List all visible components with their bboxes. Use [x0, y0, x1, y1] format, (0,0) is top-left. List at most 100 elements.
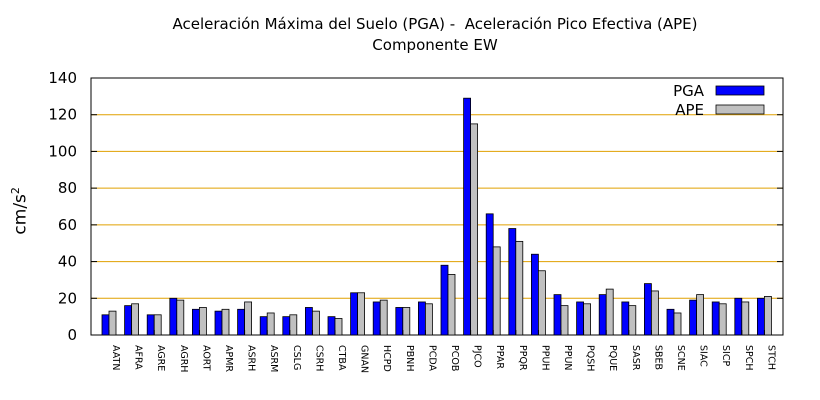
bar-pga	[598, 294, 607, 336]
bar-pga	[711, 301, 720, 336]
x-tick-label: GNAN	[359, 345, 370, 373]
x-tick-label: PCDA	[426, 345, 437, 372]
x-tick-label: PQUE	[607, 345, 618, 371]
bar-pga	[463, 97, 472, 336]
x-tick-label: HCPD	[381, 345, 392, 372]
bar-pga	[124, 305, 132, 336]
bar-pga	[282, 316, 291, 336]
bar-pga	[237, 308, 246, 336]
bar-pga	[666, 308, 675, 336]
x-tick-label: ASRH	[246, 345, 257, 371]
x-tick-label: CSRH	[313, 345, 324, 371]
x-tick-label: ASRM	[268, 345, 279, 372]
bar-pga	[259, 316, 268, 336]
bar-ape	[357, 292, 366, 336]
x-tick-label: STCH	[765, 345, 776, 370]
bar-ape	[628, 305, 637, 336]
bar-pga	[191, 308, 200, 336]
bar-pga	[372, 301, 381, 336]
y-tick-label: 80	[58, 179, 77, 197]
bar-ape	[696, 294, 704, 336]
x-tick-label: SPCH	[743, 345, 754, 371]
bar-ape	[108, 310, 117, 336]
x-tick-label: PPUN	[562, 345, 573, 371]
x-tick-label: AATN	[110, 345, 121, 370]
bar-pga	[101, 314, 110, 336]
bar-ape	[266, 312, 275, 336]
legend-label-pga: PGA	[673, 82, 705, 100]
bar-ape	[651, 290, 659, 336]
bar-ape	[764, 296, 772, 336]
bar-ape	[311, 310, 320, 336]
bar-ape	[402, 307, 411, 336]
plot-frame	[90, 77, 784, 336]
x-tick-label: AGRH	[178, 345, 189, 372]
y-tick-label: 120	[48, 106, 77, 124]
x-tick-label: PPAR	[494, 345, 505, 369]
bar-pga	[214, 310, 223, 336]
bar-ape	[741, 301, 750, 336]
bar-ape	[153, 314, 162, 336]
chart-subtitle: Componente EW	[372, 36, 498, 54]
bar-ape	[198, 307, 207, 336]
bar-ape	[176, 299, 185, 336]
bar-pga	[304, 307, 313, 336]
x-tick-label: PQSH	[585, 345, 596, 371]
x-tick-label: SCNE	[675, 345, 686, 371]
bar-pga	[757, 297, 765, 336]
y-tick-label: 40	[58, 253, 77, 271]
bar-ape	[538, 270, 546, 336]
bar-pga	[485, 213, 494, 336]
bar-pga	[508, 228, 517, 336]
bar-ape	[673, 312, 682, 336]
bar-pga	[734, 297, 743, 336]
x-tick-label: SASR	[630, 345, 641, 371]
x-tick-label: CSLG	[291, 345, 302, 370]
x-tick-label: SIAC	[698, 345, 709, 367]
bar-ape	[334, 318, 343, 336]
bar-pga	[146, 314, 155, 336]
chart-title: Aceleración Máxima del Suelo (PGA) - Ace…	[172, 15, 698, 33]
legend-label-ape: APE	[675, 101, 704, 119]
y-tick-label: 20	[58, 289, 77, 307]
bar-ape	[379, 299, 388, 336]
y-tick-label: 140	[48, 69, 77, 87]
bar-ape	[492, 246, 501, 336]
x-tick-label: PPQR	[517, 345, 528, 371]
bar-ape	[470, 123, 479, 336]
bar-pga	[553, 294, 562, 336]
x-tick-label: PCOB	[449, 345, 460, 371]
bar-ape	[244, 301, 253, 336]
legend-swatch-ape	[715, 104, 765, 115]
bar-ape	[447, 274, 456, 336]
bar-pga	[169, 297, 178, 336]
x-tick-label: SICP	[720, 345, 731, 366]
y-tick-label: 0	[67, 326, 77, 344]
bar-ape	[131, 303, 140, 336]
bar-pga	[621, 301, 630, 336]
x-tick-label: APMR	[223, 345, 234, 372]
bar-ape	[221, 308, 230, 336]
bar-pga	[531, 253, 539, 336]
bar-ape	[583, 303, 591, 336]
x-tick-label: AORT	[200, 345, 211, 371]
legend-swatch-pga	[715, 85, 765, 96]
y-tick-label: 60	[58, 216, 77, 234]
bar-pga	[327, 316, 336, 336]
x-tick-label: AGRE	[155, 345, 166, 371]
bar-pga	[644, 283, 652, 336]
x-tick-label: SBEB	[652, 345, 663, 370]
bar-pga	[576, 301, 584, 336]
x-tick-label: CTBA	[336, 345, 347, 371]
bar-ape	[424, 303, 433, 336]
x-tick-label: PBNH	[404, 345, 415, 372]
bar-pga	[417, 301, 426, 336]
bar-pga	[350, 292, 359, 336]
bar-ape	[718, 303, 727, 336]
bar-ape	[560, 305, 569, 336]
x-tick-label: PJCO	[472, 345, 483, 368]
x-tick-label: PPUH	[539, 345, 550, 371]
bar-pga	[689, 299, 697, 336]
bar-ape	[515, 240, 524, 336]
